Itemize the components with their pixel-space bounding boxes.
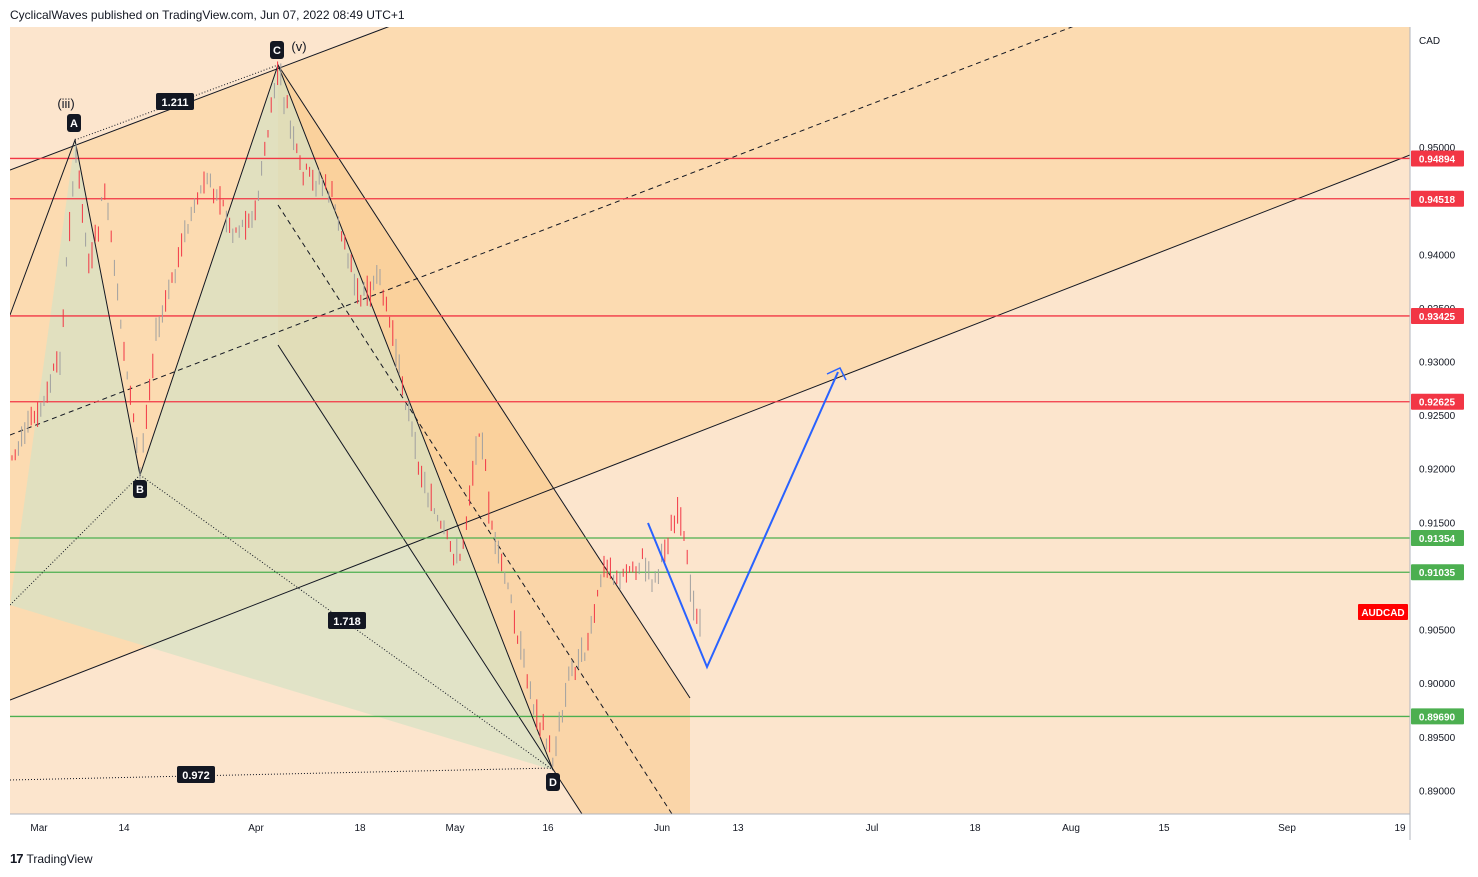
ratio-0972[interactable]: 0.972 — [177, 766, 215, 783]
price-tick-7: 0.90500 — [1419, 626, 1456, 637]
ratio-1718-label: 1.718 — [333, 616, 361, 628]
projection-path[interactable] — [647, 371, 839, 670]
ratio-1211-label: 1.211 — [162, 97, 189, 109]
time-axis[interactable]: Mar 14 Apr 18 May 16 Jun 13 Jul 18 Aug 15 Sep 19 — [30, 823, 1406, 834]
tradingview-logo-icon: 17 — [10, 851, 24, 866]
point-c-label: C — [273, 45, 281, 57]
price-tick-5: 0.92000 — [1419, 465, 1456, 476]
symbol-tag-label: AUDCAD — [1361, 608, 1404, 619]
level-tag-3 — [1411, 393, 1464, 410]
time-tick-4: May — [446, 823, 465, 834]
level-tag-label-2: 0.93425 — [1419, 312, 1456, 323]
projection-arrowhead — [826, 367, 847, 381]
time-tick-0: Mar — [30, 823, 48, 834]
level-tag-0 — [1411, 150, 1464, 167]
wave-iii-label: (iii) — [57, 96, 74, 111]
desc-channel-upper[interactable] — [277, 64, 691, 699]
price-tick-0: 0.95000 — [1419, 143, 1456, 154]
publisher-header: CyclicalWaves published on TradingView.c… — [10, 8, 405, 22]
candles — [11, 61, 701, 767]
level-tag-label-3: 0.92625 — [1419, 398, 1456, 409]
time-tick-7: 13 — [732, 823, 744, 834]
level-tag-label-0: 0.94894 — [1419, 154, 1456, 165]
time-tick-12: Sep — [1278, 823, 1296, 834]
time-tick-5: 16 — [542, 823, 554, 834]
point-a-label: A — [70, 118, 78, 130]
ratio-1718[interactable]: 1.718 — [328, 612, 366, 629]
ratio-line-xd — [10, 767, 554, 781]
price-tick-9: 0.89500 — [1419, 733, 1456, 744]
symbol-tag — [1358, 604, 1408, 620]
ratio-0972-label: 0.972 — [182, 770, 210, 782]
channel-upper-line[interactable] — [10, 0, 1410, 171]
time-tick-11: 15 — [1158, 823, 1170, 834]
level-tag-label-6: 0.89690 — [1419, 712, 1456, 723]
brand-name: TradingView — [26, 851, 93, 866]
desc-channel-lower[interactable] — [277, 344, 583, 814]
point-d-marker[interactable]: D — [546, 773, 560, 791]
level-tag-4 — [1411, 530, 1464, 547]
time-tick-1: 14 — [118, 823, 130, 834]
horizontal-levels — [10, 157, 1410, 718]
price-tick-4: 0.92500 — [1419, 411, 1456, 422]
level-tag-6 — [1411, 708, 1464, 725]
channel-median-line[interactable] — [10, 0, 1410, 436]
ratio-line-xb — [10, 474, 141, 606]
currency-label: CAD — [1419, 36, 1440, 47]
price-tick-3: 0.93000 — [1419, 358, 1456, 369]
time-tick-9: 18 — [969, 823, 981, 834]
point-a-marker[interactable]: A — [67, 114, 81, 132]
ratio-line-bd — [139, 474, 554, 771]
ratio-1211[interactable]: 1.211 — [156, 93, 194, 110]
level-tag-1 — [1411, 190, 1464, 207]
price-axis[interactable]: 0.950000.940000.935000.930000.925000.920… — [1419, 143, 1456, 797]
price-tick-10: 0.89000 — [1419, 786, 1456, 797]
point-b-label: B — [136, 484, 144, 496]
level-tag-2 — [1411, 307, 1464, 324]
time-tick-13: 19 — [1394, 823, 1406, 834]
point-b-marker[interactable]: B — [133, 480, 147, 498]
level-tag-label-1: 0.94518 — [1419, 195, 1456, 206]
channel-lower-line[interactable] — [10, 154, 1410, 701]
wave-v-label: (v) — [291, 39, 306, 54]
level-tag-5 — [1411, 564, 1464, 581]
price-tick-1: 0.94000 — [1419, 250, 1456, 261]
harmonic-pattern-fill — [10, 65, 553, 770]
price-tick-8: 0.90000 — [1419, 679, 1456, 690]
time-tick-2: Apr — [248, 823, 264, 834]
level-tag-label-5: 0.91035 — [1419, 568, 1456, 579]
time-tick-8: Jul — [866, 823, 879, 834]
level-tag-label-4: 0.91354 — [1419, 534, 1456, 545]
price-tick-6: 0.91500 — [1419, 518, 1456, 529]
point-d-label: D — [549, 777, 557, 789]
desc-channel-median[interactable] — [277, 204, 673, 814]
time-tick-10: Aug — [1062, 823, 1080, 834]
time-tick-3: 18 — [354, 823, 366, 834]
price-tags: 0.94894 0.94518 0.93425 0.92625 0.91354 0.910… — [1411, 150, 1464, 725]
time-tick-6: Jun — [654, 823, 670, 834]
tradingview-footer[interactable]: 17 TradingView — [10, 851, 93, 866]
descending-channel-fill — [278, 65, 690, 814]
point-c-marker[interactable]: C — [270, 41, 284, 59]
